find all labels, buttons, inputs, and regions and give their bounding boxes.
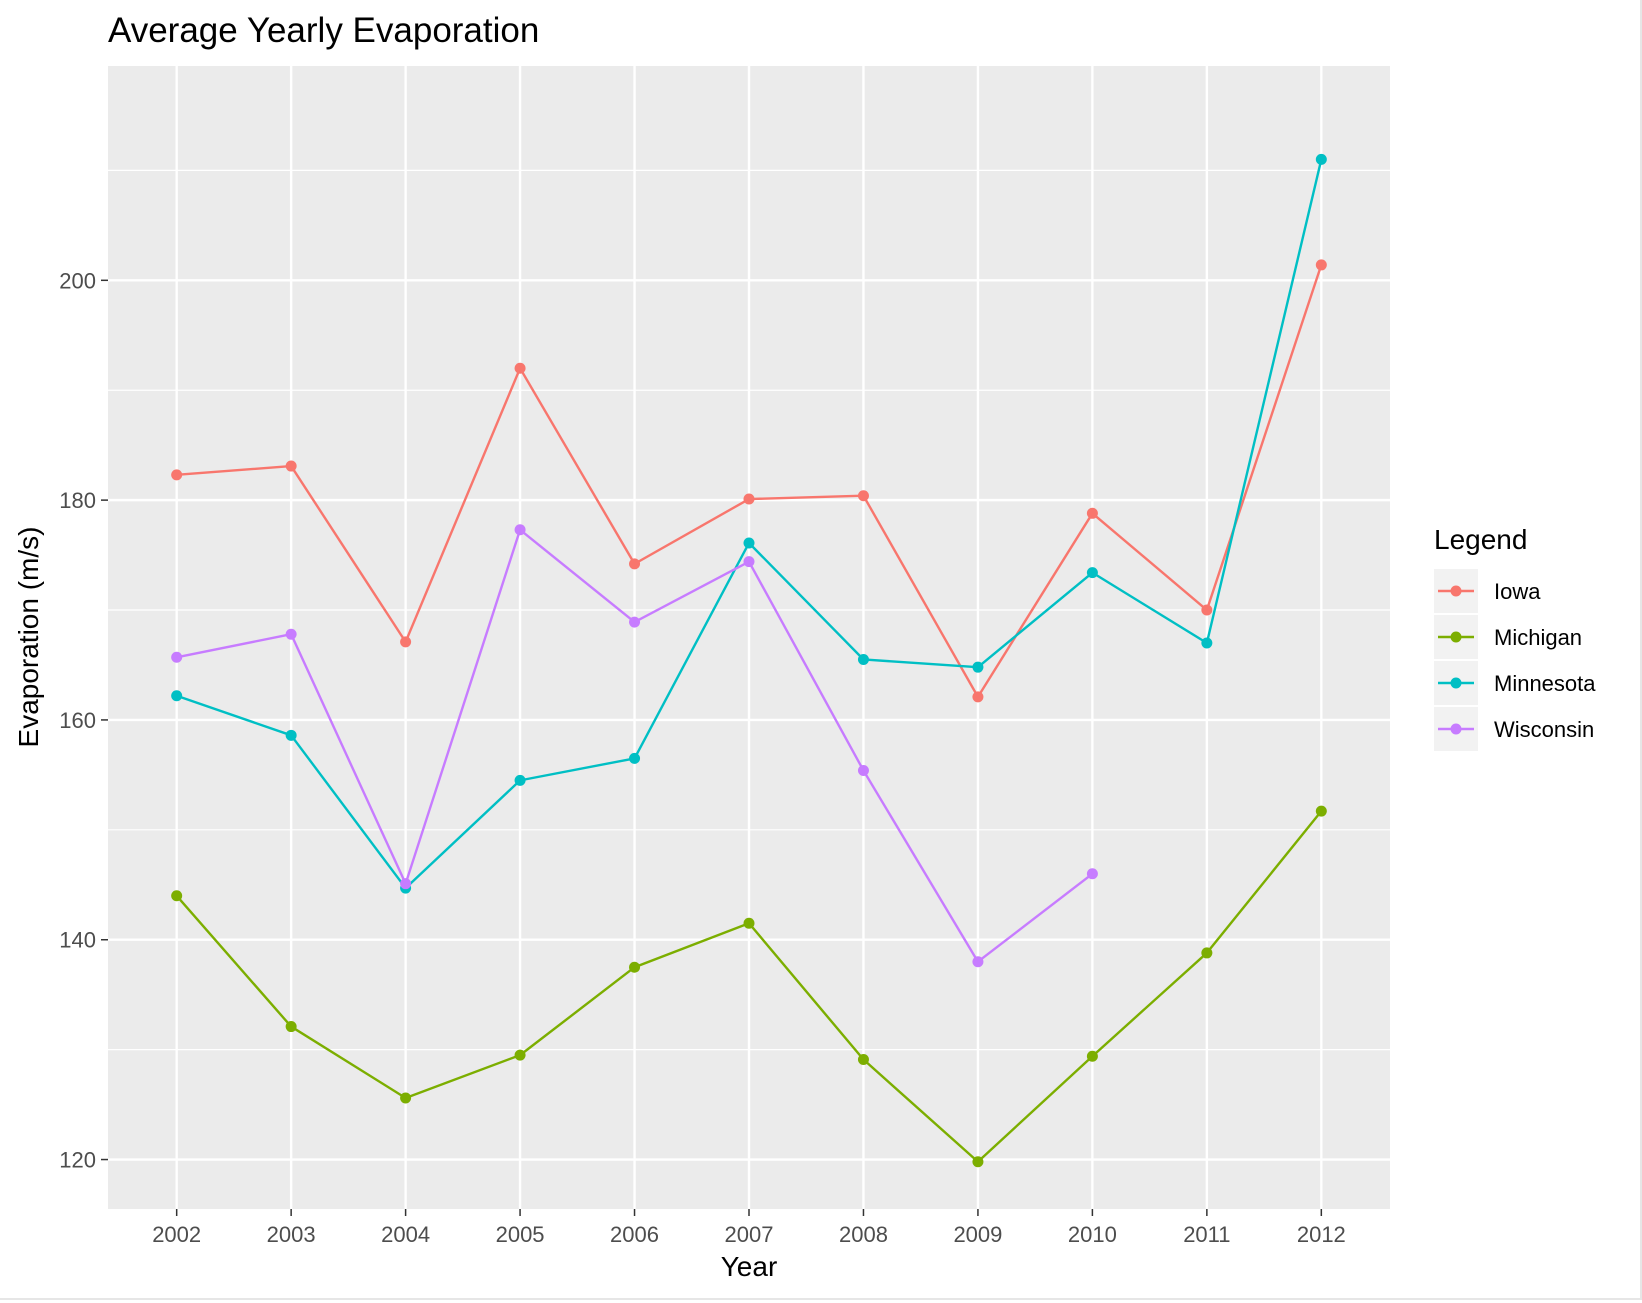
data-point-michigan: [1086, 1050, 1098, 1062]
data-point-wisconsin: [400, 878, 412, 890]
data-point-michigan: [400, 1092, 412, 1104]
data-point-michigan: [972, 1156, 984, 1168]
x-axis-title: Year: [721, 1251, 778, 1282]
legend-items: Iowa Michigan Minnesota Wisconsin: [1434, 569, 1596, 751]
x-tick-label: 2007: [725, 1222, 774, 1247]
data-point-minnesota: [514, 774, 526, 786]
series-michigan: [171, 805, 1327, 1168]
data-point-iowa: [285, 460, 297, 472]
data-point-wisconsin: [1086, 868, 1098, 880]
legend-item-michigan: Michigan: [1434, 615, 1582, 659]
legend-label-minnesota: Minnesota: [1494, 671, 1596, 696]
y-tick-label: 140: [59, 928, 96, 953]
y-axis: 120 140 160 180 200: [59, 268, 108, 1173]
data-point-minnesota: [972, 661, 984, 673]
x-tick-label: 2011: [1183, 1222, 1230, 1247]
legend-item-minnesota: Minnesota: [1434, 661, 1596, 705]
data-point-wisconsin: [171, 651, 183, 663]
x-tick-label: 2006: [610, 1222, 659, 1247]
data-point-minnesota: [1315, 153, 1327, 165]
data-point-wisconsin: [514, 524, 526, 536]
legend-title: Legend: [1434, 524, 1527, 555]
legend-key-point: [1450, 585, 1462, 597]
data-point-minnesota: [857, 653, 869, 665]
data-point-wisconsin: [285, 628, 297, 640]
y-tick-label: 120: [59, 1148, 96, 1173]
data-point-minnesota: [171, 690, 183, 702]
chart-title: Average Yearly Evaporation: [108, 11, 539, 50]
data-point-michigan: [743, 917, 755, 929]
data-point-iowa: [514, 362, 526, 374]
x-tick-label: 2003: [267, 1222, 316, 1247]
y-tick-label: 200: [59, 268, 96, 293]
data-point-iowa: [1315, 259, 1327, 271]
data-point-iowa: [400, 636, 412, 648]
data-point-wisconsin: [972, 956, 984, 968]
data-point-minnesota: [285, 729, 297, 741]
data-point-iowa: [1201, 604, 1213, 616]
x-tick-label: 2010: [1068, 1222, 1117, 1247]
data-point-michigan: [1315, 805, 1327, 817]
data-point-iowa: [857, 490, 869, 502]
legend-key-point: [1450, 631, 1462, 643]
legend-label-michigan: Michigan: [1494, 625, 1582, 650]
y-tick-label: 180: [59, 488, 96, 513]
x-tick-label: 2008: [839, 1222, 888, 1247]
data-point-minnesota: [1086, 567, 1098, 579]
data-point-minnesota: [1201, 637, 1213, 649]
y-tick-label: 160: [59, 708, 96, 733]
data-point-iowa: [629, 558, 641, 570]
data-point-iowa: [1086, 507, 1098, 519]
y-axis-title: Evaporation (m/s): [13, 527, 44, 748]
x-tick-label: 2002: [152, 1222, 201, 1247]
data-point-wisconsin: [629, 616, 641, 628]
data-point-wisconsin: [743, 556, 755, 568]
series-minnesota: [171, 153, 1327, 894]
x-tick-label: 2012: [1297, 1222, 1346, 1247]
legend-label-iowa: Iowa: [1494, 579, 1541, 604]
x-tick-label: 2004: [381, 1222, 430, 1247]
x-tick-label: 2009: [953, 1222, 1002, 1247]
data-point-iowa: [743, 493, 755, 505]
series-wisconsin: [171, 524, 1098, 968]
data-point-minnesota: [743, 537, 755, 549]
legend-key-point: [1450, 677, 1462, 689]
major-gridlines: [108, 66, 1390, 1209]
data-point-iowa: [171, 469, 183, 481]
x-tick-label: 2005: [496, 1222, 545, 1247]
series-layer: [171, 153, 1327, 1168]
legend-item-iowa: Iowa: [1434, 569, 1541, 613]
data-point-michigan: [171, 890, 183, 902]
data-point-wisconsin: [857, 764, 869, 776]
data-point-michigan: [514, 1049, 526, 1061]
data-point-minnesota: [629, 752, 641, 764]
legend: Legend Iowa Michigan Minnesota Wisconsin: [1434, 524, 1596, 751]
legend-item-wisconsin: Wisconsin: [1434, 707, 1594, 751]
data-point-michigan: [857, 1054, 869, 1066]
data-point-michigan: [285, 1021, 297, 1033]
legend-key-point: [1450, 723, 1462, 735]
data-point-michigan: [629, 961, 641, 973]
series-iowa: [171, 259, 1327, 703]
data-point-iowa: [972, 691, 984, 703]
x-axis: 2002 2003 2004 2005 2006 2007 2008 2009 2010 2011…: [152, 1209, 1346, 1247]
legend-label-wisconsin: Wisconsin: [1494, 717, 1594, 742]
data-point-michigan: [1201, 947, 1213, 959]
